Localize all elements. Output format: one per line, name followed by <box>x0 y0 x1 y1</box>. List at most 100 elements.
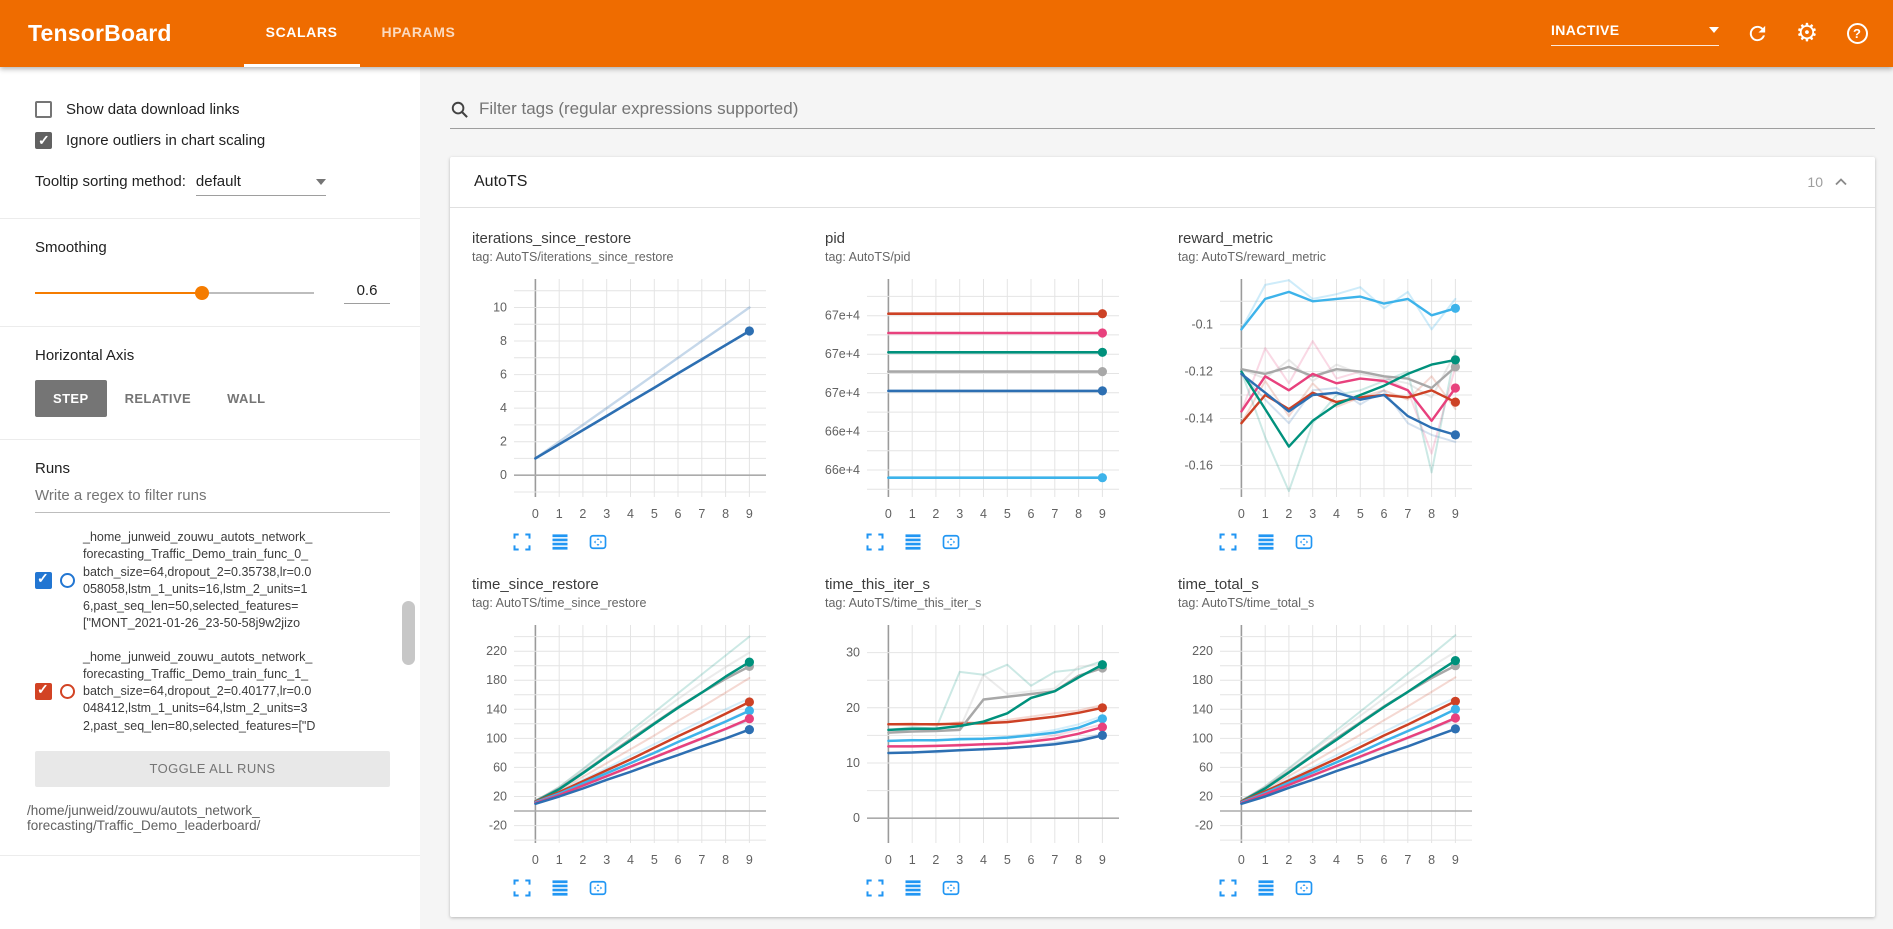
svg-text:0: 0 <box>500 468 507 482</box>
gear-icon: ⚙ <box>1795 19 1819 47</box>
svg-text:6: 6 <box>675 507 682 521</box>
tab-hparams[interactable]: HPARAMS <box>381 24 456 40</box>
svg-text:7: 7 <box>698 507 705 521</box>
svg-text:4: 4 <box>980 507 987 521</box>
sidebar-scrollbar-thumb[interactable] <box>402 601 415 665</box>
smoothing-slider-thumb[interactable] <box>195 286 210 300</box>
run-checkbox[interactable] <box>35 681 52 701</box>
svg-text:2: 2 <box>1285 507 1292 521</box>
fit-domain-icon[interactable] <box>1294 878 1314 898</box>
svg-text:1: 1 <box>556 507 563 521</box>
run-radio[interactable] <box>60 573 75 589</box>
run-item[interactable]: _home_junweid_zouwu_autots_network_ fore… <box>35 529 390 633</box>
data-table-icon[interactable] <box>903 532 923 552</box>
data-table-icon[interactable] <box>550 878 570 898</box>
svg-text:6: 6 <box>1381 853 1388 867</box>
toggle-all-runs-button[interactable]: TOGGLE ALL RUNS <box>35 750 390 787</box>
checkbox-label: Ignore outliers in chart scaling <box>66 132 266 149</box>
expand-chart-icon[interactable] <box>512 532 532 552</box>
fit-domain-icon[interactable] <box>588 878 608 898</box>
expand-chart-icon[interactable] <box>1218 532 1238 552</box>
chart-tile-iterations-since-restore: iterations_since_restore tag: AutoTS/ite… <box>472 230 825 566</box>
axis-relative-button[interactable]: RELATIVE <box>124 391 192 406</box>
axis-wall-button[interactable]: WALL <box>227 391 266 406</box>
svg-text:4: 4 <box>1333 853 1340 867</box>
svg-text:2: 2 <box>1285 853 1292 867</box>
chart-toolbar <box>1218 532 1531 552</box>
settings-button[interactable]: ⚙ <box>1795 19 1819 47</box>
line-chart[interactable]: -0.1 -0.12 -0.14 -0.16 0 1 2 3 4 5 6 7 8 9 <box>1178 273 1531 530</box>
run-item[interactable]: _home_junweid_zouwu_autots_network_ fore… <box>35 649 390 735</box>
svg-text:9: 9 <box>746 853 753 867</box>
line-chart[interactable]: 10 8 6 4 2 0 0 1 2 3 4 5 6 7 8 9 <box>472 273 825 530</box>
run-checkbox[interactable] <box>35 570 52 590</box>
smoothing-slider[interactable] <box>35 286 314 300</box>
data-table-icon[interactable] <box>1256 532 1276 552</box>
svg-text:7: 7 <box>1404 853 1411 867</box>
data-table-icon[interactable] <box>903 878 923 898</box>
tab-scalars[interactable]: SCALARS <box>243 0 360 67</box>
svg-text:9: 9 <box>1452 853 1459 867</box>
run-radio[interactable] <box>60 684 75 700</box>
tab-bar: SCALARS HPARAMS <box>243 0 478 67</box>
chart-title: time_this_iter_s <box>825 576 931 593</box>
chart-title: reward_metric <box>1178 230 1274 247</box>
horizontal-axis-label: Horizontal Axis <box>35 347 135 364</box>
tooltip-sorting-select[interactable]: default <box>195 173 326 196</box>
svg-text:9: 9 <box>1099 853 1106 867</box>
fit-domain-icon[interactable] <box>1294 532 1314 552</box>
svg-text:7: 7 <box>1404 507 1411 521</box>
svg-text:5: 5 <box>1357 507 1364 521</box>
line-chart[interactable]: 220 180 140 100 60 20 -20 0 1 2 3 4 5 6 7 8 9 <box>472 619 825 876</box>
expand-chart-icon[interactable] <box>512 878 532 898</box>
svg-text:8: 8 <box>722 853 729 867</box>
svg-text:8: 8 <box>1428 853 1435 867</box>
svg-text:5: 5 <box>651 507 658 521</box>
log-directory-path: /home/junweid/zouwu/autots_network_ fore… <box>27 802 261 833</box>
expand-chart-icon[interactable] <box>865 532 885 552</box>
search-icon <box>451 101 468 118</box>
svg-text:1: 1 <box>1262 853 1269 867</box>
svg-text:2: 2 <box>500 435 507 449</box>
chart-tile-time-total: time_total_s tag: AutoTS/time_total_s 22… <box>1178 576 1531 912</box>
line-chart[interactable]: 30 20 10 0 0 1 2 3 4 5 6 7 8 9 <box>825 619 1178 876</box>
data-table-icon[interactable] <box>1256 878 1276 898</box>
svg-text:60: 60 <box>1199 760 1213 774</box>
ignore-outliers-checkbox-row[interactable]: Ignore outliers in chart scaling <box>35 132 390 149</box>
fit-domain-icon[interactable] <box>588 532 608 552</box>
svg-text:8: 8 <box>722 507 729 521</box>
smoothing-value[interactable]: 0.6 <box>344 282 390 304</box>
fit-domain-icon[interactable] <box>941 878 961 898</box>
svg-text:4: 4 <box>500 401 507 415</box>
svg-text:-20: -20 <box>489 819 507 833</box>
show-data-download-links-checkbox-row[interactable]: Show data download links <box>35 101 390 118</box>
svg-text:0: 0 <box>853 811 860 825</box>
svg-text:10: 10 <box>846 756 860 770</box>
svg-text:9: 9 <box>1452 507 1459 521</box>
axis-step-button[interactable]: STEP <box>35 380 107 417</box>
data-refresh-status-dropdown[interactable]: INACTIVE <box>1551 22 1719 46</box>
svg-text:5: 5 <box>1357 853 1364 867</box>
svg-text:0: 0 <box>885 507 892 521</box>
expand-chart-icon[interactable] <box>1218 878 1238 898</box>
checkbox-unchecked[interactable] <box>35 101 52 118</box>
svg-text:6: 6 <box>675 853 682 867</box>
runs-filter-input[interactable] <box>35 477 390 513</box>
svg-text:7: 7 <box>698 853 705 867</box>
refresh-button[interactable] <box>1745 22 1769 46</box>
expand-chart-icon[interactable] <box>865 878 885 898</box>
svg-text:1: 1 <box>909 853 916 867</box>
svg-text:180: 180 <box>1192 673 1213 687</box>
help-button[interactable]: ? <box>1845 22 1869 46</box>
svg-text:9: 9 <box>1099 507 1106 521</box>
svg-text:3: 3 <box>1309 507 1316 521</box>
chart-tag: tag: AutoTS/reward_metric <box>1178 250 1326 264</box>
fit-domain-icon[interactable] <box>941 532 961 552</box>
tag-filter-input[interactable] <box>479 99 1875 119</box>
autots-card-header[interactable]: AutoTS 10 <box>450 157 1875 208</box>
checkbox-checked[interactable] <box>35 132 52 149</box>
line-chart[interactable]: 220 180 140 100 60 20 -20 0 1 2 3 4 5 6 7 8 9 <box>1178 619 1531 876</box>
data-table-icon[interactable] <box>550 532 570 552</box>
chevron-up-icon[interactable] <box>1831 172 1851 192</box>
